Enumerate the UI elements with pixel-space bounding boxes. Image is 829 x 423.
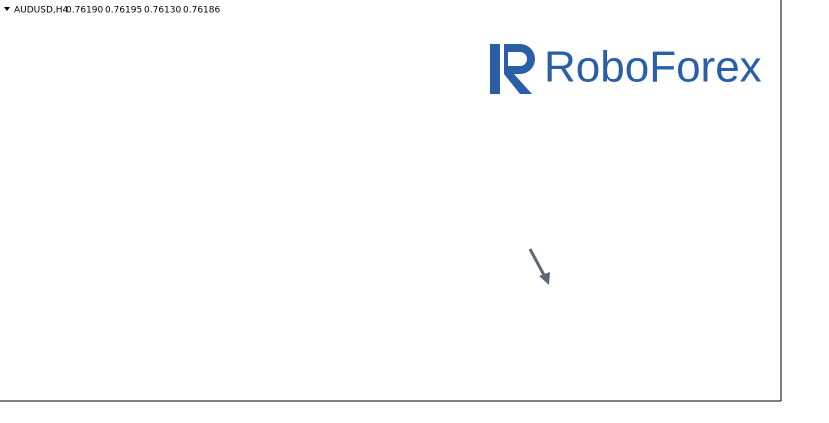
header: AUDUSD,H4 0.76190 0.76195 0.76130 0.7618…: [4, 6, 220, 16]
symbol: AUDUSD,H4: [14, 6, 69, 16]
header-price: 0.76195: [105, 6, 142, 16]
logo-mark: [504, 44, 535, 94]
header-price: 0.76130: [144, 6, 181, 16]
header-price: 0.76186: [183, 6, 220, 16]
brand: RoboForex: [544, 43, 762, 92]
forecast-arrow: [528, 248, 550, 285]
logo-bar: [490, 44, 500, 94]
logo: RoboForex: [490, 43, 762, 94]
header-price: 0.76190: [66, 6, 103, 16]
